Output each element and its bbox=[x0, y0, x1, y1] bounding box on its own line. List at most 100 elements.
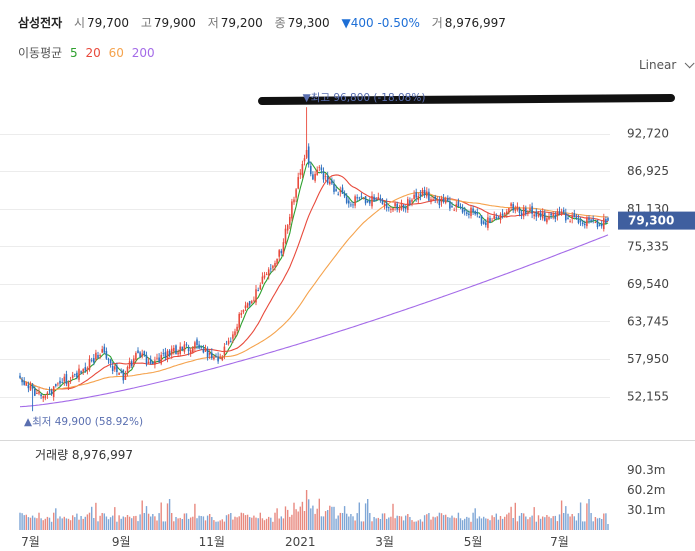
candle-body bbox=[390, 209, 392, 210]
volume-bar bbox=[232, 519, 234, 530]
volume-bar bbox=[527, 519, 529, 530]
candle-body bbox=[556, 211, 559, 217]
candle-body bbox=[126, 367, 129, 373]
candle-body bbox=[388, 207, 390, 209]
volume-bar bbox=[291, 514, 293, 530]
candle-body bbox=[130, 361, 133, 366]
candle-body bbox=[377, 197, 380, 199]
volume-bar bbox=[470, 521, 472, 530]
volume-bar bbox=[440, 513, 443, 530]
volume-bar bbox=[533, 507, 535, 530]
candle-body bbox=[358, 197, 361, 199]
volume-bar bbox=[145, 506, 148, 530]
volume-bar bbox=[101, 513, 103, 530]
candle-body bbox=[55, 384, 57, 387]
volume-bar bbox=[213, 520, 215, 530]
volume-bar bbox=[305, 490, 308, 530]
candle-body bbox=[409, 200, 411, 204]
candle-body bbox=[360, 196, 363, 198]
volume-bar bbox=[246, 514, 249, 530]
candle-body bbox=[189, 350, 192, 354]
volume-bar bbox=[177, 518, 179, 530]
volume-bar bbox=[173, 521, 175, 530]
volume-bar bbox=[499, 516, 502, 530]
volume-bar bbox=[230, 513, 232, 530]
volume-bar bbox=[476, 518, 478, 530]
candle-body bbox=[42, 396, 44, 399]
current-price-badge bbox=[618, 211, 695, 230]
candle-body bbox=[345, 196, 348, 203]
volume-bar bbox=[137, 521, 139, 530]
scale-selector[interactable]: Linear bbox=[639, 57, 695, 72]
candle-body bbox=[579, 220, 582, 222]
candle-body bbox=[280, 250, 283, 254]
volume-label: 거 bbox=[431, 16, 443, 30]
volume-bar bbox=[284, 506, 287, 530]
volume-bar bbox=[72, 515, 74, 530]
candle-body bbox=[312, 174, 314, 180]
volume-bar bbox=[415, 521, 417, 530]
candle-body bbox=[152, 361, 154, 364]
volume-bar bbox=[598, 517, 601, 530]
candle-body bbox=[69, 380, 72, 382]
candle-body bbox=[461, 208, 464, 213]
volume-bar bbox=[426, 514, 428, 530]
volume-bar bbox=[451, 515, 453, 530]
volume-bar bbox=[29, 517, 32, 530]
volume-bar bbox=[569, 516, 571, 530]
candle-body bbox=[362, 198, 365, 200]
volume-bar bbox=[537, 515, 540, 530]
candle-body bbox=[105, 351, 108, 359]
volume-bar bbox=[67, 518, 70, 530]
ma-line-200 bbox=[19, 234, 609, 408]
volume-bar bbox=[407, 514, 409, 530]
volume-bar bbox=[204, 520, 207, 530]
candle-body bbox=[331, 180, 333, 184]
candle-body bbox=[120, 372, 122, 374]
candle-body bbox=[379, 198, 382, 201]
volume-bar bbox=[402, 520, 405, 530]
volume-bar bbox=[442, 515, 445, 530]
volume-bar bbox=[225, 515, 228, 530]
candle-body bbox=[90, 360, 93, 362]
quote-header: 삼성전자 시 79,700 고 79,900 저 79,200 종 79,300 ▼40… bbox=[18, 14, 514, 31]
volume-bar bbox=[63, 516, 65, 530]
candle-body bbox=[487, 217, 489, 228]
drawn-trend-line[interactable] bbox=[258, 94, 675, 105]
candle-body bbox=[413, 194, 415, 199]
candle-body bbox=[392, 208, 394, 211]
volume-bar bbox=[337, 515, 339, 530]
volume-bar bbox=[539, 518, 542, 530]
volume-bar bbox=[171, 513, 173, 530]
candle-body bbox=[348, 200, 350, 204]
moving-average-legend: 이동평균 5 20 60 200 bbox=[18, 44, 159, 61]
volume-bar bbox=[259, 512, 261, 530]
volume-bar bbox=[394, 518, 396, 530]
volume-bar bbox=[352, 516, 354, 530]
x-tick-label: 7월 bbox=[21, 535, 40, 549]
candle-body bbox=[398, 208, 401, 211]
axis-ticks: 92,72086,92581,13075,33569,54063,74557,9… bbox=[21, 127, 669, 549]
volume-bar bbox=[594, 517, 597, 530]
volume-bar bbox=[31, 515, 34, 530]
candle-body bbox=[286, 225, 289, 231]
volume-bar bbox=[409, 517, 411, 530]
candle-body bbox=[369, 200, 371, 204]
candle-body bbox=[518, 208, 521, 213]
candle-body bbox=[101, 349, 103, 353]
candle-body bbox=[170, 348, 173, 355]
candle-body bbox=[506, 211, 508, 214]
candle-body bbox=[438, 200, 441, 206]
candle-body bbox=[95, 352, 97, 360]
candle-body bbox=[200, 347, 202, 348]
candle-body bbox=[34, 389, 36, 396]
candle-body bbox=[584, 223, 586, 226]
min-price-label: ▲최저 49,900 (58.92%) bbox=[24, 416, 143, 428]
candle-body bbox=[284, 228, 287, 243]
candle-body bbox=[366, 201, 369, 203]
volume-bar bbox=[582, 521, 584, 530]
volume-bar bbox=[126, 515, 129, 530]
volume-bar bbox=[154, 516, 156, 530]
moving-average-lines bbox=[19, 161, 609, 408]
candle-body bbox=[211, 352, 213, 359]
